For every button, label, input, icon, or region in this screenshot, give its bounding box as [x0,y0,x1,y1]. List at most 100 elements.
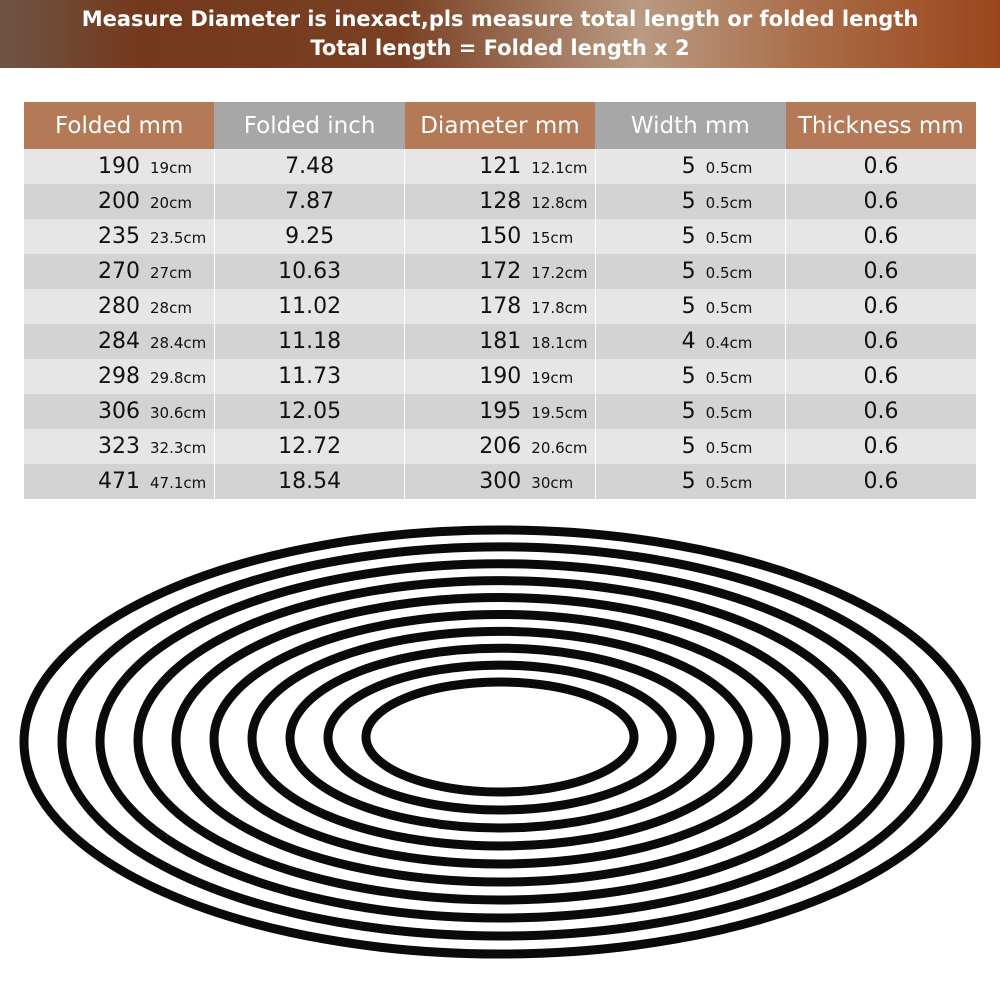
belt-ring [247,626,753,851]
width-mm: 4 [681,329,696,354]
folded-mm: 284 [98,329,140,354]
width-cm: 0.4cm [705,334,753,352]
diameter-cm: 17.2cm [531,264,588,282]
diameter-cm: 18.1cm [531,334,588,352]
thickness-mm: 0.6 [785,429,976,464]
folded-inch: 11.02 [213,289,405,324]
cell-folded: 190 19cm [24,149,215,184]
folded-inch: 9.25 [213,219,405,254]
cell-width: 5 0.5cm [594,254,786,289]
diameter-cm: 12.1cm [531,159,588,177]
cell-diameter: 300 30cm [404,464,596,499]
width-cm: 0.5cm [705,474,753,492]
folded-inch: 12.72 [213,429,405,464]
width-cm: 0.5cm [705,194,753,212]
cell-diameter: 128 12.8cm [404,184,596,219]
cell-folded: 284 28.4cm [24,324,215,359]
diameter-mm: 206 [479,434,522,459]
diameter-cm: 15cm [531,229,574,247]
folded-cm: 23.5cm [150,229,207,247]
folded-mm: 471 [98,469,140,494]
width-cm: 0.5cm [705,404,753,422]
cell-folded: 235 23.5cm [24,219,215,254]
cell-folded: 270 27cm [24,254,215,289]
folded-inch: 12.05 [213,394,405,429]
size-table: Folded mm Folded inch Diameter mm Width … [24,102,976,499]
belt-ring [323,660,677,815]
folded-mm: 235 [98,224,140,249]
table-header-row: Folded mm Folded inch Diameter mm Width … [24,102,976,149]
belt-rings-image [19,525,981,959]
cell-folded: 280 28cm [24,289,215,324]
belt-ring [19,525,981,959]
folded-cm: 28.4cm [150,334,207,352]
cell-width: 5 0.5cm [594,149,786,184]
cell-folded: 298 29.8cm [24,359,215,394]
table-row: 200 20cm 7.87 128 12.8cm 5 0.5cm 0.6 [24,184,976,219]
table-row: 190 19cm 7.48 121 12.1cm 5 0.5cm 0.6 [24,149,976,184]
belt-ring [361,677,639,797]
diameter-cm: 19cm [531,369,574,387]
diameter-mm: 181 [479,329,522,354]
thickness-mm: 0.6 [785,324,976,359]
diameter-cm: 30cm [531,474,574,492]
thickness-mm: 0.6 [785,219,976,254]
cell-width: 5 0.5cm [594,394,786,429]
folded-mm: 298 [98,364,140,389]
diameter-cm: 19.5cm [531,404,588,422]
width-mm: 5 [681,154,696,179]
diameter-cm: 12.8cm [531,194,588,212]
folded-cm: 20cm [150,194,192,212]
width-mm: 5 [681,294,696,319]
folded-cm: 28cm [150,299,192,317]
cell-diameter: 172 17.2cm [404,254,596,289]
cell-width: 5 0.5cm [594,429,786,464]
folded-inch: 7.48 [213,149,405,184]
table-row: 298 29.8cm 11.73 190 19cm 5 0.5cm 0.6 [24,359,976,394]
header-width-mm: Width mm [595,102,786,149]
folded-mm: 280 [98,294,140,319]
diameter-mm: 195 [479,399,522,424]
folded-mm: 270 [98,259,140,284]
belt-ring [95,559,905,923]
cell-width: 4 0.4cm [594,324,786,359]
table-row: 280 28cm 11.02 178 17.8cm 5 0.5cm 0.6 [24,289,976,324]
diameter-cm: 20.6cm [531,439,588,457]
cell-diameter: 181 18.1cm [404,324,596,359]
diameter-mm: 128 [479,189,522,214]
cell-diameter: 178 17.8cm [404,289,596,324]
folded-inch: 11.73 [213,359,405,394]
belt-ring [57,542,943,941]
thickness-mm: 0.6 [785,254,976,289]
width-cm: 0.5cm [705,264,753,282]
cell-folded: 323 32.3cm [24,429,215,464]
folded-cm: 29.8cm [150,369,207,387]
thickness-mm: 0.6 [785,149,976,184]
thickness-mm: 0.6 [785,464,976,499]
table-row: 471 47.1cm 18.54 300 30cm 5 0.5cm 0.6 [24,464,976,499]
cell-diameter: 190 19cm [404,359,596,394]
table-row: 306 30.6cm 12.05 195 19.5cm 5 0.5cm 0.6 [24,394,976,429]
width-mm: 5 [681,364,696,389]
table-row: 284 28.4cm 11.18 181 18.1cm 4 0.4cm 0.6 [24,324,976,359]
thickness-mm: 0.6 [785,359,976,394]
width-mm: 5 [681,434,696,459]
diameter-cm: 17.8cm [531,299,588,317]
folded-cm: 47.1cm [150,474,207,492]
folded-mm: 200 [98,189,140,214]
thickness-mm: 0.6 [785,184,976,219]
notice-line-2: Total length = Folded length x 2 [310,36,690,60]
width-cm: 0.5cm [705,229,753,247]
belt-ring [209,609,791,869]
diameter-mm: 190 [479,364,522,389]
diameter-mm: 121 [479,154,522,179]
cell-width: 5 0.5cm [594,464,786,499]
cell-width: 5 0.5cm [594,359,786,394]
notice-line-1: Measure Diameter is inexact,pls measure … [81,7,919,31]
folded-cm: 32.3cm [150,439,207,457]
folded-mm: 190 [98,154,140,179]
belt-ring [285,643,715,833]
diameter-mm: 150 [479,224,522,249]
cell-diameter: 121 12.1cm [404,149,596,184]
cell-width: 5 0.5cm [594,219,786,254]
